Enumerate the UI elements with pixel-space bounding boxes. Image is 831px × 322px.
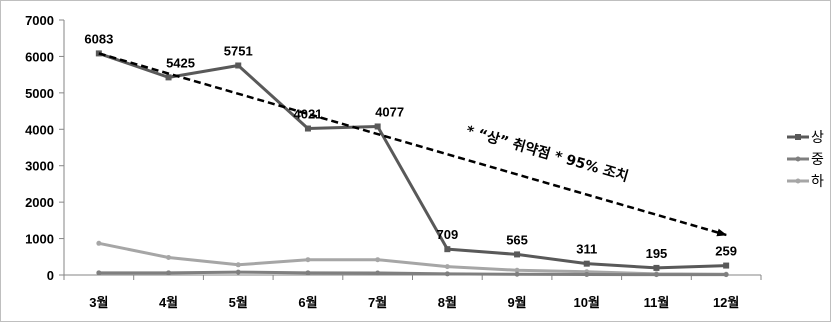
x-tick-label: 11월 — [644, 295, 670, 310]
legend-item: 상 — [787, 130, 824, 146]
data-point — [514, 251, 521, 258]
legend-marker — [795, 156, 801, 162]
data-point — [305, 257, 311, 263]
legend: 상중하 — [787, 130, 824, 190]
data-label: 6083 — [84, 31, 113, 46]
y-tick-label: 7000 — [25, 13, 54, 28]
data-label: 259 — [715, 244, 737, 259]
data-point — [583, 260, 590, 267]
series-line-3 — [98, 241, 727, 276]
data-point — [444, 264, 450, 270]
data-point — [165, 74, 172, 81]
annotation-text: * “상” 취약점 * 95% 조치 — [464, 122, 630, 185]
data-label: 4077 — [375, 104, 404, 119]
x-tick-label: 8월 — [438, 295, 457, 310]
y-tick-label: 0 — [47, 268, 54, 283]
x-tick-label: 3월 — [89, 295, 108, 310]
data-point — [166, 270, 172, 276]
data-point — [584, 271, 590, 277]
data-point — [653, 272, 659, 278]
data-point — [96, 270, 102, 276]
data-label: 195 — [646, 246, 668, 261]
data-point — [444, 271, 450, 277]
data-point — [235, 62, 242, 69]
x-tick-label: 12월 — [713, 295, 739, 310]
series-line-2 — [98, 270, 727, 277]
data-point — [305, 270, 311, 276]
x-tick-label: 10월 — [574, 295, 600, 310]
annotation: * “상” 취약점 * 95% 조치 — [98, 52, 728, 237]
x-tick-label: 4월 — [159, 295, 178, 310]
x-tick-label: 7월 — [368, 295, 387, 310]
data-point — [235, 262, 241, 268]
data-point — [375, 270, 381, 276]
y-tick-label: 5000 — [25, 86, 54, 101]
series-layer — [95, 50, 730, 278]
x-tick-label: 9월 — [507, 295, 526, 310]
trend-arrow — [98, 52, 728, 237]
series-line-1 — [98, 51, 727, 270]
data-label: 311 — [576, 242, 597, 257]
legend-marker — [795, 134, 801, 140]
y-tick-label: 2000 — [25, 195, 54, 210]
data-point — [723, 262, 730, 269]
legend-label: 상 — [811, 130, 824, 146]
data-label: 5751 — [224, 43, 253, 58]
data-label: 4021 — [293, 107, 322, 122]
data-point — [514, 267, 520, 273]
data-point — [375, 257, 381, 263]
data-label: 709 — [436, 227, 458, 242]
data-point — [166, 255, 172, 261]
legend-label: 중 — [811, 152, 824, 168]
legend-item: 하 — [787, 174, 824, 190]
y-tick-label: 3000 — [25, 159, 54, 174]
legend-item: 중 — [787, 152, 824, 168]
data-point — [374, 123, 381, 130]
axes: 0 1000 2000 3000 4000 5000 6000 7000 3월 4월 5월 6월 7월 8… — [25, 13, 762, 310]
data-point — [723, 272, 729, 278]
data-point — [304, 125, 311, 132]
y-tick-label: 6000 — [25, 49, 54, 64]
data-label: 565 — [506, 232, 528, 247]
x-tick-label: 5월 — [229, 295, 248, 310]
data-point — [514, 271, 520, 277]
data-point — [444, 246, 451, 253]
x-tick-label: 6월 — [298, 295, 317, 310]
y-tick-label: 4000 — [25, 122, 54, 137]
data-label: 5425 — [166, 55, 195, 70]
data-point — [235, 269, 241, 275]
y-tick-label: 1000 — [25, 232, 54, 247]
data-labels: 6083 5425 5751 4021 4077 709 565 311 195 259 — [84, 31, 737, 260]
legend-marker — [795, 178, 801, 184]
data-point — [653, 264, 660, 271]
data-point — [96, 240, 102, 246]
legend-label: 하 — [811, 174, 824, 190]
